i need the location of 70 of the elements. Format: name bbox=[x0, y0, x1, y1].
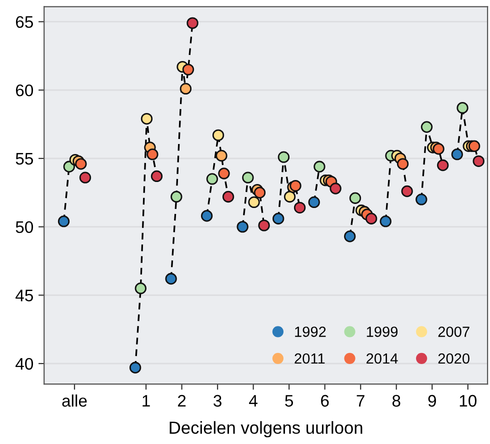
legend-label: 2020 bbox=[438, 353, 470, 364]
point bbox=[218, 168, 230, 180]
point bbox=[416, 194, 428, 206]
point bbox=[294, 202, 306, 214]
legend-label: 2011 bbox=[294, 353, 325, 364]
point bbox=[254, 186, 266, 198]
point bbox=[456, 102, 468, 114]
x-tick-label: 5 bbox=[285, 395, 294, 407]
point bbox=[186, 17, 198, 29]
y-tick-label: 40 bbox=[16, 358, 34, 370]
point bbox=[314, 160, 326, 172]
y-tick-label: 65 bbox=[16, 16, 33, 28]
x-tick-label: 6 bbox=[321, 394, 329, 407]
x-tick-label: alle bbox=[62, 394, 87, 407]
point bbox=[150, 170, 163, 182]
point bbox=[380, 215, 392, 228]
point bbox=[170, 190, 182, 203]
point bbox=[165, 272, 177, 285]
point bbox=[451, 148, 463, 160]
point bbox=[432, 143, 444, 155]
x-tick-label: 3 bbox=[214, 394, 222, 407]
point bbox=[216, 150, 228, 162]
point bbox=[258, 220, 270, 232]
x-tick-label: 7 bbox=[356, 395, 364, 407]
point bbox=[129, 362, 142, 374]
point bbox=[330, 182, 342, 194]
x-axis-title: Decielen volgens uurloon bbox=[170, 421, 362, 438]
point bbox=[437, 159, 449, 172]
point bbox=[140, 112, 153, 125]
point bbox=[420, 121, 433, 133]
x-tick-label: 10 bbox=[460, 394, 476, 407]
point bbox=[272, 212, 284, 224]
point bbox=[349, 192, 362, 204]
point bbox=[248, 196, 260, 208]
point bbox=[242, 172, 254, 184]
point bbox=[308, 196, 320, 208]
point bbox=[146, 148, 158, 160]
legend-label: 1992 bbox=[295, 326, 326, 337]
point bbox=[75, 158, 87, 170]
x-tick-label: 8 bbox=[392, 394, 400, 407]
point bbox=[212, 129, 224, 142]
legend-label: 2007 bbox=[438, 326, 470, 337]
point bbox=[236, 220, 248, 233]
point bbox=[79, 172, 92, 184]
point bbox=[206, 173, 218, 185]
point bbox=[365, 212, 378, 224]
point bbox=[182, 64, 194, 76]
y-tick-label: 60 bbox=[16, 84, 34, 96]
point bbox=[396, 158, 409, 170]
point bbox=[134, 282, 147, 294]
point bbox=[180, 82, 192, 95]
legend-label: 1999 bbox=[366, 326, 398, 337]
y-tick-label: 50 bbox=[16, 221, 34, 234]
point bbox=[472, 155, 484, 168]
x-tick-label: 4 bbox=[249, 395, 258, 407]
x-tick-label: 2 bbox=[178, 394, 186, 407]
y-tick-label: 45 bbox=[16, 290, 33, 302]
point bbox=[468, 140, 480, 152]
y-tick-label: 55 bbox=[16, 153, 33, 165]
point bbox=[401, 185, 413, 198]
x-tick-label: 1 bbox=[142, 395, 150, 407]
point bbox=[290, 180, 302, 192]
point bbox=[278, 151, 290, 163]
x-tick-label: 9 bbox=[428, 394, 436, 407]
point bbox=[344, 230, 356, 242]
point bbox=[200, 210, 213, 222]
legend-label: 2014 bbox=[366, 353, 398, 364]
point bbox=[58, 215, 70, 228]
point bbox=[284, 190, 296, 203]
point bbox=[222, 190, 234, 203]
